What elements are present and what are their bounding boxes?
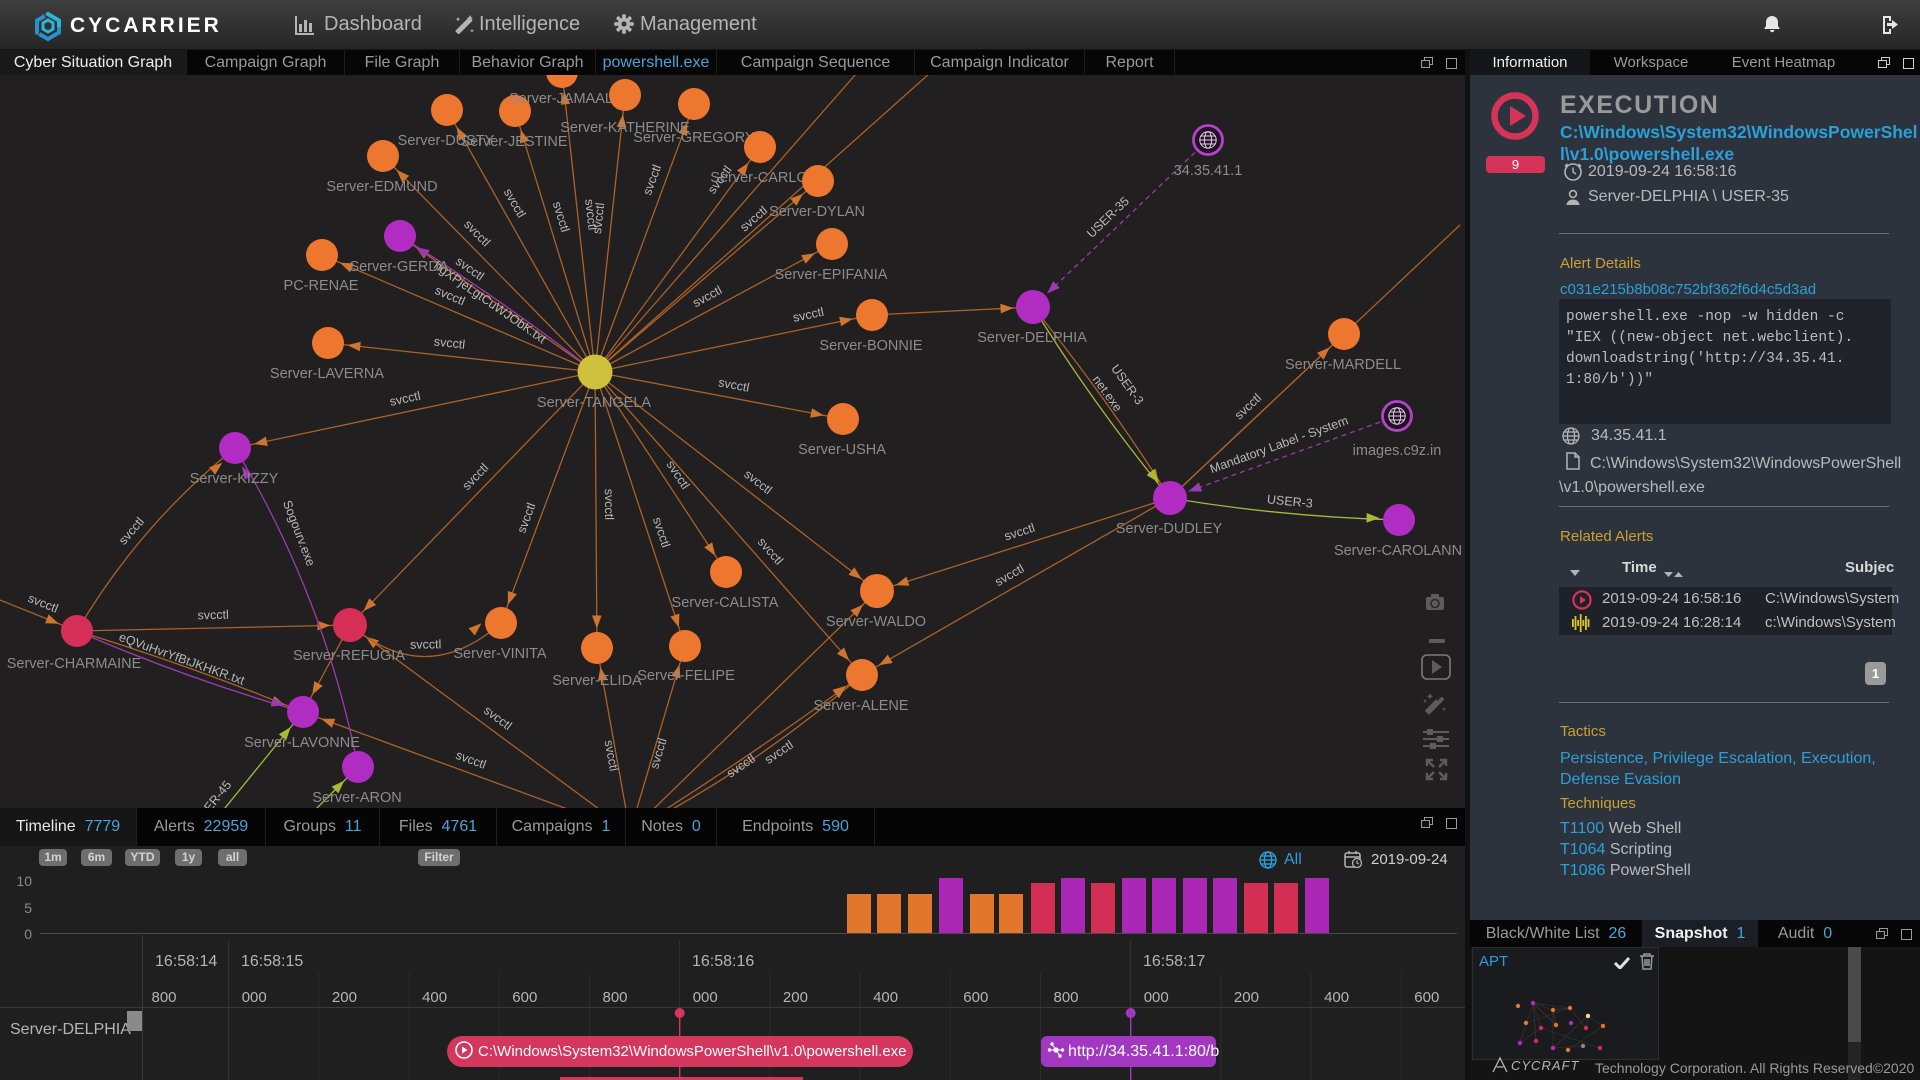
svg-text:USER-3: USER-3: [1266, 492, 1313, 510]
svg-text:svcctl: svcctl: [116, 515, 147, 548]
svg-text:800: 800: [1054, 989, 1079, 1006]
svg-text:Server-REFUGIA: Server-REFUGIA: [293, 648, 405, 664]
svg-text:svcctl: svcctl: [640, 163, 664, 197]
svg-text:Server-MARDELL: Server-MARDELL: [1285, 357, 1401, 373]
svg-text:Server-GERDA: Server-GERDA: [349, 259, 448, 275]
svg-text:svcctl: svcctl: [460, 461, 492, 493]
svg-text:svcctl: svcctl: [197, 608, 229, 623]
svg-text:Server-DUDLEY: Server-DUDLEY: [1116, 521, 1223, 537]
svg-text:svcctl: svcctl: [741, 467, 774, 497]
svg-text:Server-DELPHIA: Server-DELPHIA: [10, 1021, 131, 1038]
svg-text:Server-KIZZY: Server-KIZZY: [190, 471, 279, 487]
svg-text:400: 400: [1324, 989, 1349, 1006]
svg-text:svcctl: svcctl: [1232, 391, 1264, 423]
svg-text:svcctl: svcctl: [602, 489, 616, 520]
svg-text:Server-BONNIE: Server-BONNIE: [819, 338, 922, 354]
svg-text:Server-CALISTA: Server-CALISTA: [672, 595, 779, 611]
svg-text:svcctl: svcctl: [388, 389, 421, 409]
svg-text:svcctl: svcctl: [755, 535, 786, 568]
svg-text:svcctl: svcctl: [792, 305, 825, 325]
svg-text:CYCRAFT: CYCRAFT: [1511, 1058, 1579, 1073]
svg-text:400: 400: [422, 989, 447, 1006]
svg-text:200: 200: [783, 989, 808, 1006]
svg-text:Server-CHARMAINE: Server-CHARMAINE: [7, 656, 142, 672]
svg-text:svcctl: svcctl: [461, 217, 493, 249]
svg-text:600: 600: [512, 989, 537, 1006]
svg-text:svcctl: svcctl: [664, 458, 693, 492]
svg-text:16:58:14: 16:58:14: [155, 953, 217, 970]
svg-text:USER-45: USER-45: [190, 778, 234, 808]
svg-text:200: 200: [1234, 989, 1259, 1006]
svg-text:PC-RENAE: PC-RENAE: [284, 278, 359, 294]
svg-text:Server-JAMAAL: Server-JAMAAL: [509, 91, 613, 107]
svg-text:svcctl: svcctl: [650, 515, 673, 549]
svg-text:USER-35: USER-35: [1084, 194, 1132, 241]
svg-text:svcctl: svcctl: [433, 334, 466, 351]
svg-text:16:58:17: 16:58:17: [1143, 953, 1205, 970]
svg-text:000: 000: [693, 989, 718, 1006]
svg-text:svcctl: svcctl: [1003, 521, 1037, 544]
svg-text:Server-KATHERINE: Server-KATHERINE: [560, 120, 690, 136]
svg-text:svcctl: svcctl: [582, 198, 599, 231]
svg-text:Server-LAVERNA: Server-LAVERNA: [270, 366, 384, 382]
svg-text:svcctl: svcctl: [717, 375, 750, 395]
svg-text:Server-DYLAN: Server-DYLAN: [769, 204, 865, 220]
svg-text:Server-VINITA: Server-VINITA: [453, 646, 547, 662]
svg-text:Server-ARON: Server-ARON: [312, 790, 401, 806]
svg-text:svcctl: svcctl: [454, 748, 488, 772]
svg-text:400: 400: [873, 989, 898, 1006]
svg-text:600: 600: [963, 989, 988, 1006]
svg-text:Server-ALENE: Server-ALENE: [813, 698, 908, 714]
svg-text:svcctl: svcctl: [602, 739, 621, 772]
svg-text:images.c9z.in: images.c9z.in: [1353, 443, 1442, 459]
svg-text:Server-USHA: Server-USHA: [798, 442, 886, 458]
svg-text:Server-CAROLANN: Server-CAROLANN: [1334, 543, 1462, 559]
svg-text:Server-WALDO: Server-WALDO: [826, 614, 926, 630]
svg-text:Server-LAVONNE: Server-LAVONNE: [244, 735, 360, 751]
svg-text:svcctl: svcctl: [992, 561, 1026, 589]
svg-text:16:58:16: 16:58:16: [692, 953, 754, 970]
svg-text:16:58:15: 16:58:15: [241, 953, 303, 970]
svg-text:svcctl: svcctl: [550, 200, 573, 234]
svg-text:200: 200: [332, 989, 357, 1006]
svg-text:Server-ELIDA: Server-ELIDA: [552, 673, 642, 689]
svg-text:svcctl: svcctl: [647, 736, 669, 770]
svg-text:000: 000: [242, 989, 267, 1006]
svg-text:Server-EPIFANIA: Server-EPIFANIA: [775, 267, 888, 283]
svg-text:Server-CARLO: Server-CARLO: [710, 170, 808, 186]
svg-text:800: 800: [603, 989, 628, 1006]
svg-text:svcctl: svcctl: [724, 751, 758, 780]
svg-text:Server-TANGELA: Server-TANGELA: [537, 395, 651, 411]
svg-text:svcctl: svcctl: [501, 186, 529, 220]
svg-text:svcctl: svcctl: [690, 283, 724, 310]
svg-text:svcctl: svcctl: [514, 501, 538, 535]
svg-text:34.35.41.1: 34.35.41.1: [1174, 163, 1243, 179]
svg-text:Server-EDMUND: Server-EDMUND: [326, 179, 437, 195]
svg-text:svcctl: svcctl: [481, 703, 514, 733]
svg-text:Sogourv.exe: Sogourv.exe: [280, 498, 318, 568]
svg-text:Server-DUSTY: Server-DUSTY: [398, 133, 495, 149]
svg-text:Server-GREGORY: Server-GREGORY: [633, 130, 755, 146]
svg-text:svcctl: svcctl: [410, 637, 441, 651]
svg-text:Server-JESTINE: Server-JESTINE: [460, 134, 567, 150]
svg-text:Mandatory Label - System: Mandatory Label - System: [1208, 413, 1350, 476]
svg-text:Server-FELIPE: Server-FELIPE: [637, 668, 735, 684]
svg-text:800: 800: [152, 989, 177, 1006]
svg-text:svcctl: svcctl: [590, 202, 607, 235]
svg-text:600: 600: [1414, 989, 1439, 1006]
svg-text:Server-DELPHIA: Server-DELPHIA: [977, 330, 1087, 346]
svg-text:000: 000: [1144, 989, 1169, 1006]
